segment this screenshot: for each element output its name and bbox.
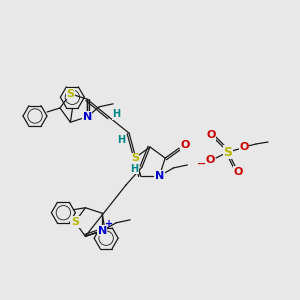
Text: N: N [98, 226, 107, 236]
Text: H: H [130, 164, 138, 174]
Text: O: O [233, 167, 243, 177]
Text: S: S [66, 89, 74, 99]
Text: H: H [112, 109, 120, 119]
Text: −: − [197, 159, 207, 169]
Text: N: N [155, 171, 164, 181]
Text: H: H [117, 135, 125, 145]
Text: O: O [239, 142, 249, 152]
Text: S: S [71, 217, 79, 227]
Text: O: O [206, 130, 216, 140]
Text: S: S [224, 146, 232, 158]
Text: O: O [181, 140, 190, 150]
Text: N: N [82, 112, 92, 122]
Text: O: O [205, 155, 215, 165]
Text: S: S [131, 153, 139, 163]
Text: +: + [105, 219, 113, 229]
